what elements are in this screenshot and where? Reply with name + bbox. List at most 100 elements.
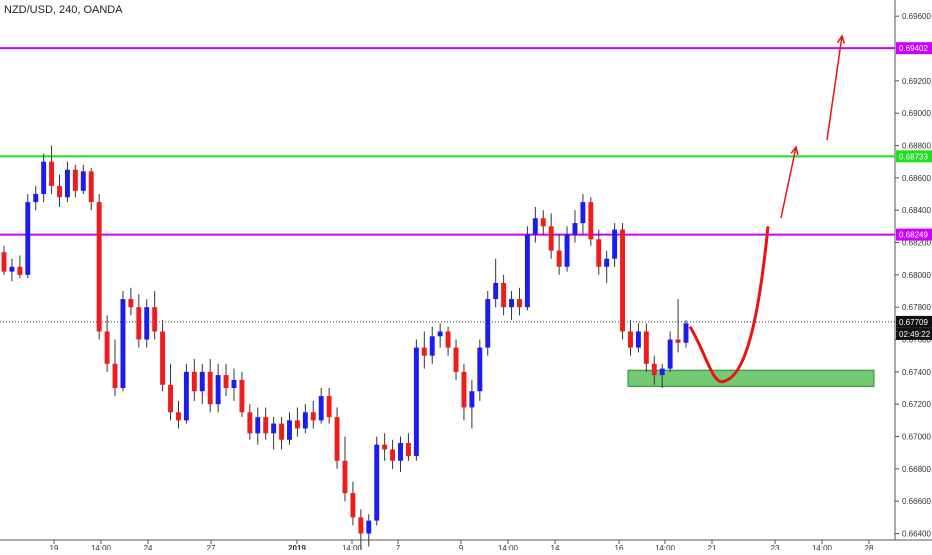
candle-body xyxy=(461,371,467,408)
projection-arrow-head xyxy=(790,145,799,155)
candle-body xyxy=(659,368,665,376)
candle-body xyxy=(366,520,372,534)
price-tick-label: 0.68400 xyxy=(902,206,931,215)
candle-body xyxy=(160,331,166,385)
time-tick-label: 14:00 xyxy=(498,544,519,550)
candle-body xyxy=(374,444,380,521)
candle-body xyxy=(667,339,673,369)
price-tick-label: 0.69600 xyxy=(902,12,931,21)
candle-body xyxy=(620,229,626,332)
projection-arrow-line xyxy=(780,146,797,219)
candle-body xyxy=(33,194,39,203)
candle-body xyxy=(596,239,602,267)
level-price-tag xyxy=(896,150,932,163)
symbol-title: NZD/USD, 240, OANDA xyxy=(4,4,123,16)
candle-body xyxy=(326,396,332,418)
candle-body xyxy=(421,347,427,356)
candle-body xyxy=(604,258,610,267)
candle-body xyxy=(572,223,578,235)
candle-body xyxy=(9,266,15,272)
candle-body xyxy=(144,307,150,340)
candle-body xyxy=(263,417,269,434)
time-tick-label: 21 xyxy=(708,544,717,550)
current-price-label: 0.67709 xyxy=(899,318,928,327)
candle-body xyxy=(612,229,618,259)
time-tick-label: 14 xyxy=(551,544,560,550)
candle-body xyxy=(25,202,31,275)
price-tick-label: 0.68000 xyxy=(902,271,931,280)
price-tick-label: 0.69000 xyxy=(902,109,931,118)
candle-body xyxy=(207,371,213,405)
candle-body xyxy=(112,363,118,389)
candle-body xyxy=(382,444,388,450)
price-tick-label: 0.67400 xyxy=(902,368,931,377)
price-tick-label: 0.68600 xyxy=(902,174,931,183)
level-price-label: 0.68733 xyxy=(899,152,928,161)
candle-body xyxy=(294,420,300,429)
candle-body xyxy=(429,336,435,356)
candle-body xyxy=(683,323,689,343)
candle-body xyxy=(398,442,403,461)
price-tick-label: 0.67800 xyxy=(902,303,931,312)
candle-body xyxy=(279,423,285,440)
countdown-label: 02:49:22 xyxy=(899,330,931,339)
candle-body xyxy=(405,442,411,456)
level-price-tag xyxy=(896,228,932,241)
candle-body xyxy=(540,218,546,227)
price-tick-label: 0.67200 xyxy=(902,400,931,409)
candle-body xyxy=(453,347,459,372)
time-tick-label: 24 xyxy=(144,544,153,550)
candle-body xyxy=(310,412,316,421)
candle-body xyxy=(255,417,261,434)
candle-body xyxy=(199,371,205,392)
price-tick-label: 0.68800 xyxy=(902,142,931,151)
candle-body xyxy=(17,266,23,275)
candle-body xyxy=(580,202,586,224)
candle-body xyxy=(231,379,237,389)
level-price-tag xyxy=(896,42,932,55)
candle-body xyxy=(643,331,649,364)
price-tick-label: 0.66600 xyxy=(902,497,931,506)
level-price-label: 0.69402 xyxy=(899,44,928,53)
candle-body xyxy=(548,226,554,251)
candle-body xyxy=(128,299,134,308)
candle-body xyxy=(651,363,657,376)
candle-body xyxy=(41,161,47,195)
time-tick-label: 14:00 xyxy=(655,544,676,550)
candle-body xyxy=(183,371,189,421)
candle-body xyxy=(437,331,443,337)
candle-body xyxy=(239,379,245,413)
candle-body xyxy=(493,282,499,300)
time-tick-label: 7 xyxy=(396,544,401,550)
level-price-label: 0.68249 xyxy=(899,231,928,240)
candle-body xyxy=(556,250,562,267)
projection-arrow-line xyxy=(826,35,843,141)
time-tick-label: 19 xyxy=(50,544,59,550)
candle-body xyxy=(469,391,475,408)
price-tick-label: 0.67000 xyxy=(902,433,931,442)
candle-body xyxy=(49,161,55,186)
price-tick-label: 0.66800 xyxy=(902,465,931,474)
candle-body xyxy=(635,331,641,348)
candle-body xyxy=(318,396,324,421)
candle-body xyxy=(477,347,483,392)
candle-body xyxy=(334,417,340,461)
candle-body xyxy=(524,234,530,308)
time-tick-label: 27 xyxy=(207,544,216,550)
candle-body xyxy=(271,423,277,434)
time-tick-label: 14:00 xyxy=(342,544,363,550)
projection-arrow-head xyxy=(836,34,846,44)
candle-body xyxy=(302,412,308,429)
time-tick-label: 9 xyxy=(459,544,464,550)
candle-body xyxy=(152,307,158,332)
time-tick-label: 14:00 xyxy=(91,544,112,550)
candle-body xyxy=(588,202,594,240)
countdown-tag xyxy=(896,327,932,340)
candle-body xyxy=(350,493,356,518)
candle-body xyxy=(72,169,78,191)
candle-body xyxy=(413,347,419,456)
candle-body xyxy=(532,218,538,235)
candle-body xyxy=(96,202,102,332)
